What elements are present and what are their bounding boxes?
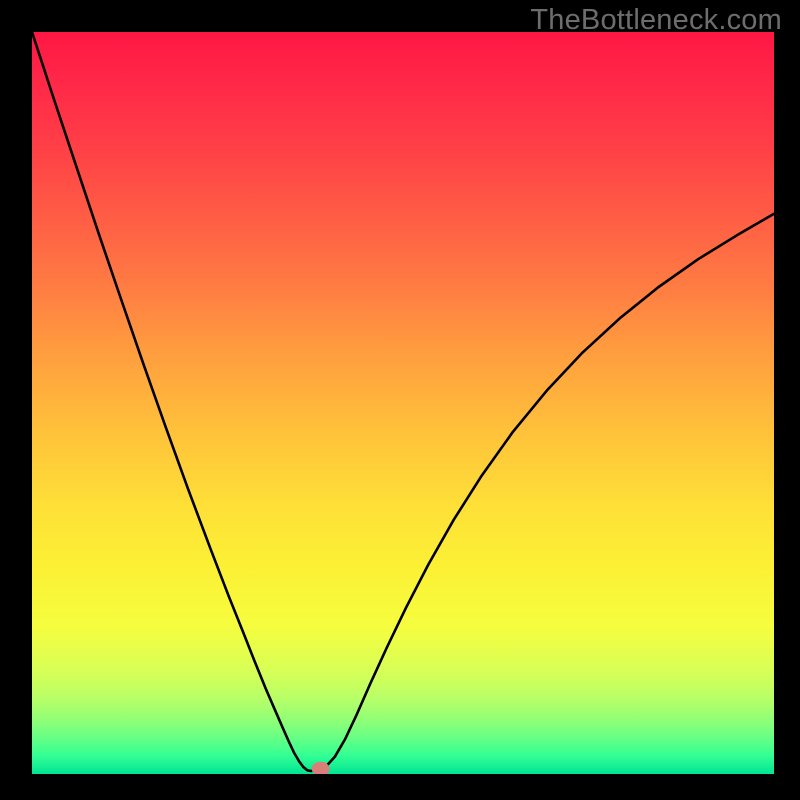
plot-area	[32, 32, 774, 774]
curve-layer	[32, 32, 774, 774]
bottleneck-curve	[32, 32, 774, 771]
